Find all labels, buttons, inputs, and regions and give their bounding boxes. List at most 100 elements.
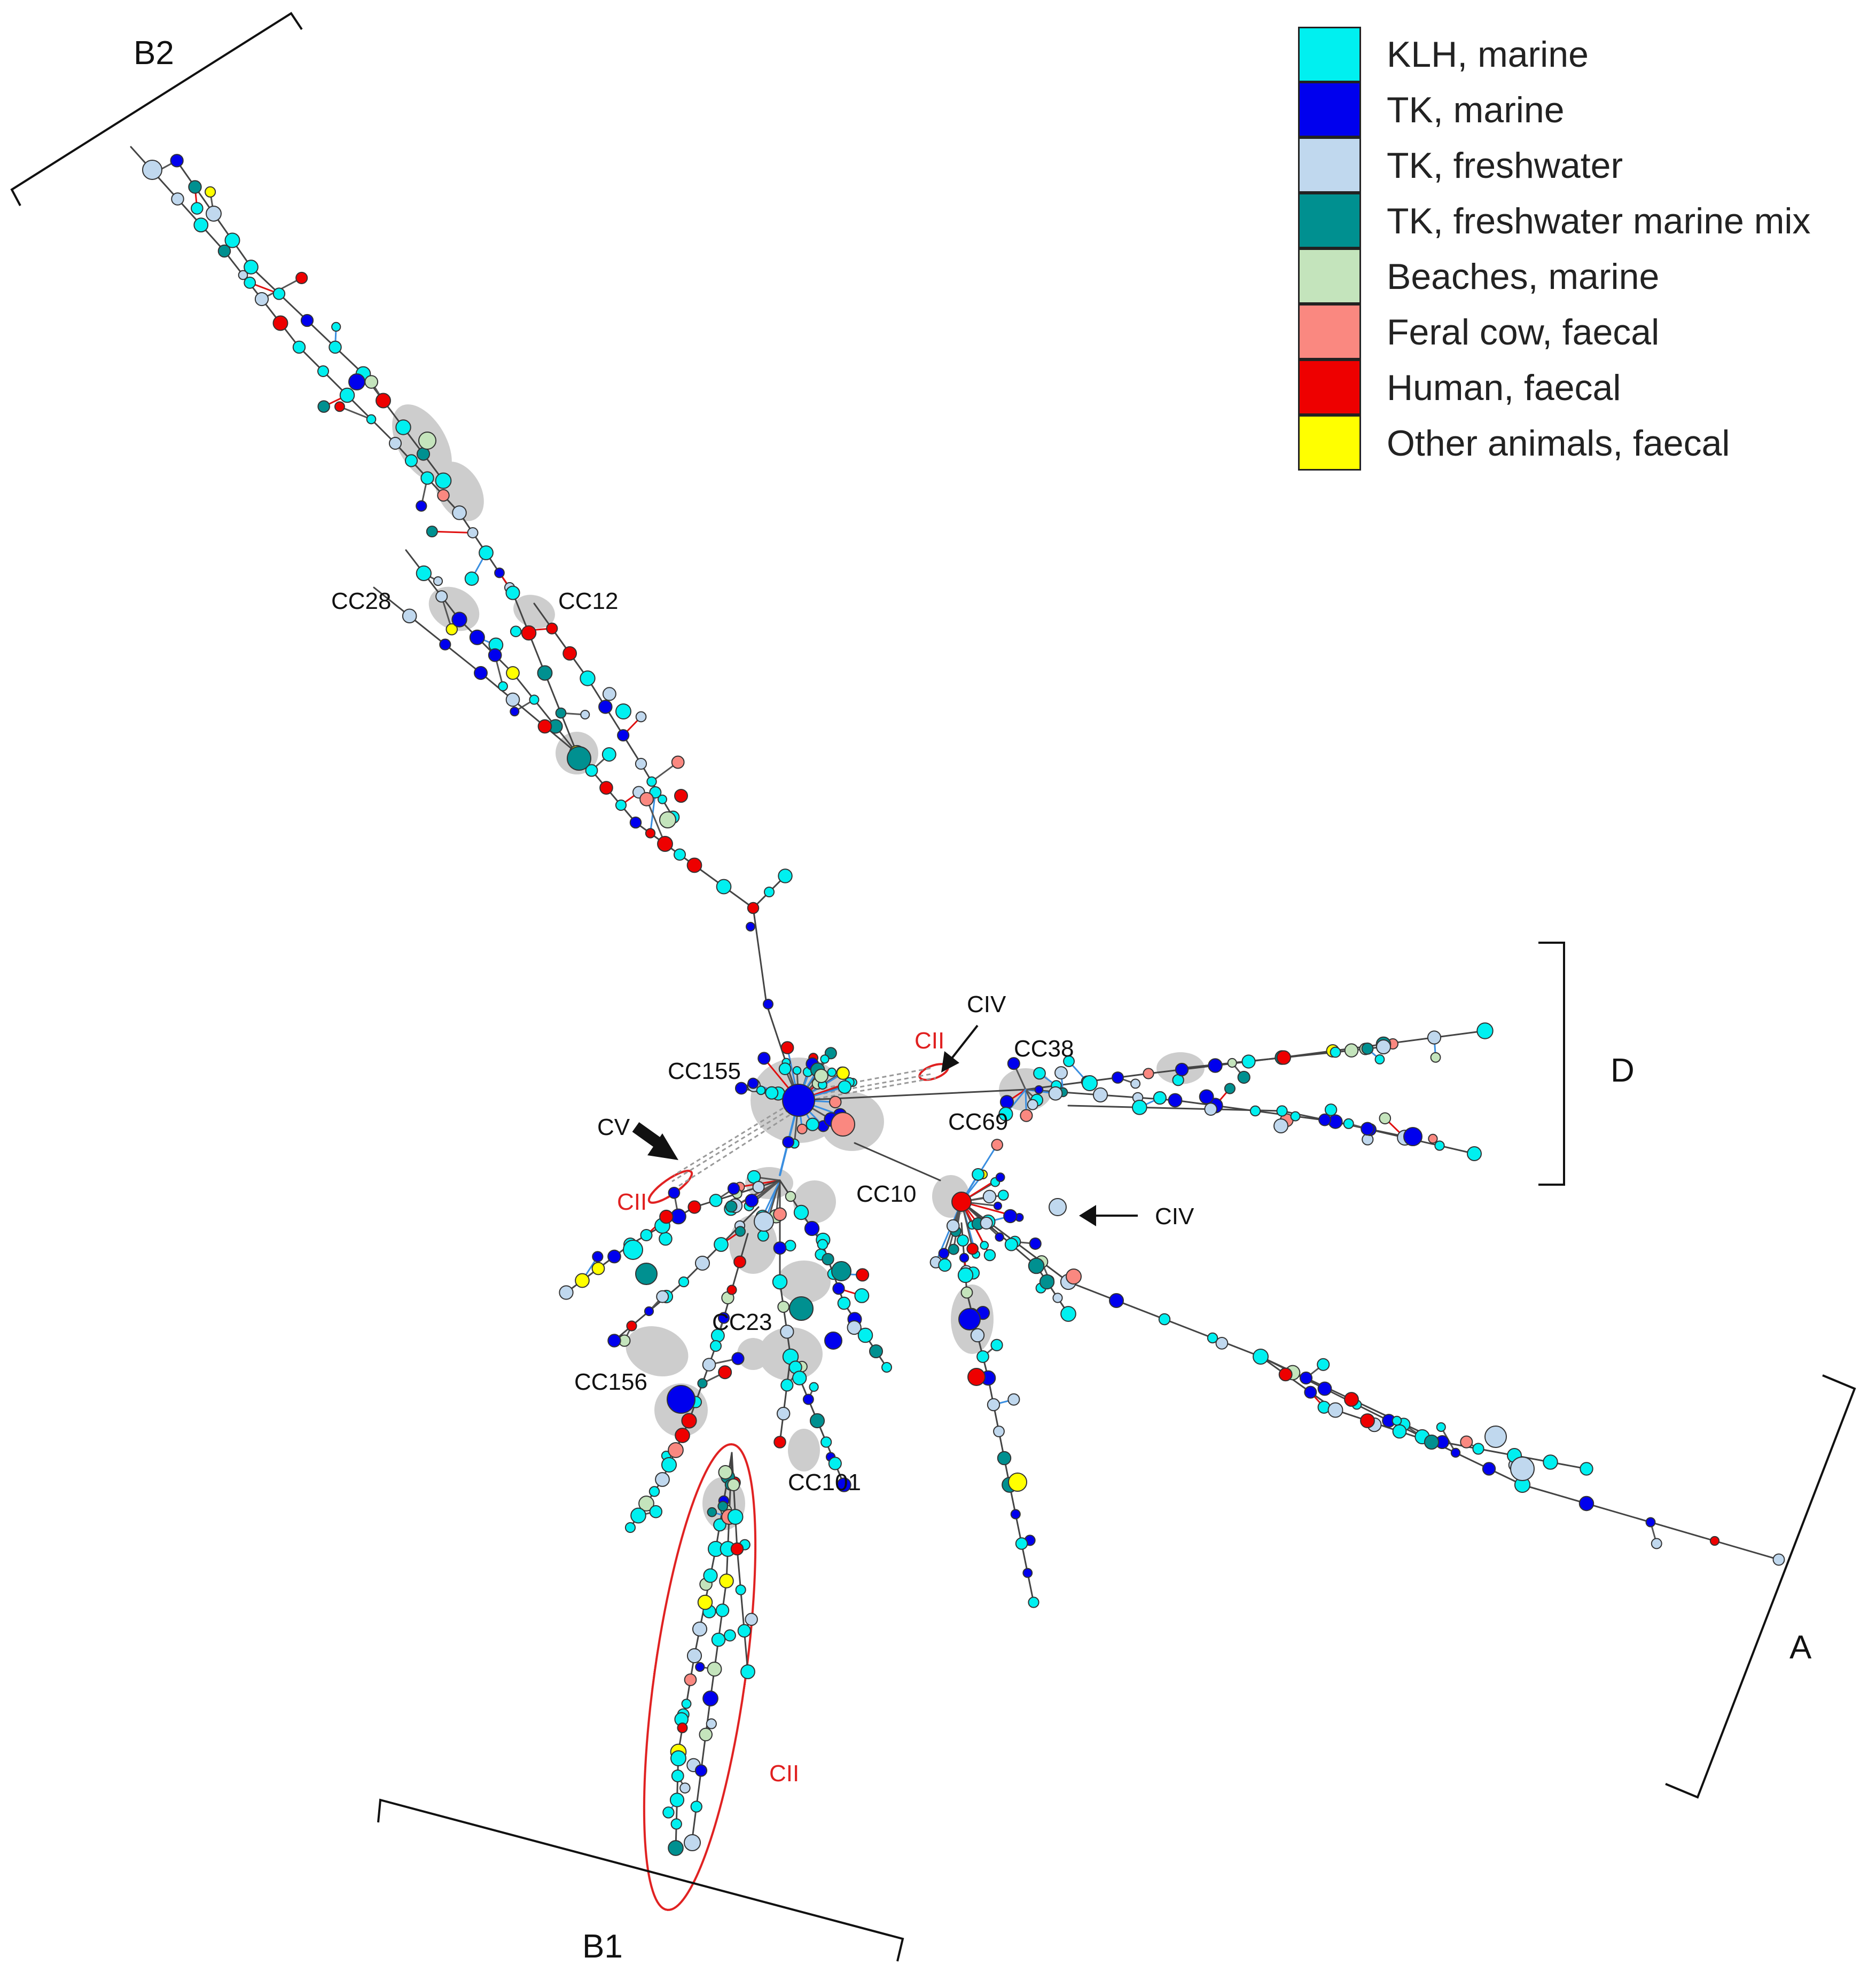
tree-node xyxy=(142,160,162,180)
tree-node xyxy=(1344,1392,1359,1407)
bracket-b2 xyxy=(10,12,303,206)
tree-node xyxy=(686,857,702,873)
arrow-civ-top xyxy=(947,1024,979,1064)
tree-node xyxy=(238,270,248,280)
cc-label-cc69: CC69 xyxy=(948,1109,1009,1135)
tree-node xyxy=(763,886,775,898)
tree-node xyxy=(713,1518,726,1532)
tree-node xyxy=(1543,1454,1558,1470)
tree-node xyxy=(601,747,616,762)
cc-halo xyxy=(626,1326,689,1377)
tree-node xyxy=(1482,1462,1496,1476)
tree-node xyxy=(1158,1313,1171,1326)
tree-node xyxy=(938,1258,952,1272)
tree-node xyxy=(822,1252,834,1266)
tree-node xyxy=(224,232,240,248)
tree-node xyxy=(730,1542,744,1556)
tree-node xyxy=(686,1648,702,1664)
tree-node xyxy=(439,638,451,651)
tree-node xyxy=(1237,1070,1250,1084)
tree-node xyxy=(435,590,448,603)
tree-node xyxy=(437,489,450,502)
tree-node xyxy=(649,1505,663,1518)
tree-node xyxy=(1022,1568,1033,1578)
tree-node xyxy=(599,781,613,795)
legend-item: TK, freshwater marine mix xyxy=(1298,192,1811,249)
tree-node xyxy=(467,527,479,539)
clade-label-cv: CV xyxy=(597,1114,630,1140)
legend-label: TK, freshwater xyxy=(1387,145,1623,186)
tree-node xyxy=(837,1296,851,1310)
tree-node xyxy=(780,1379,794,1392)
tree-edge xyxy=(512,672,578,754)
tree-node xyxy=(433,576,443,586)
cc-label-cc156: CC156 xyxy=(574,1369,647,1395)
tree-node xyxy=(740,1664,755,1679)
legend-swatch xyxy=(1298,27,1361,82)
tree-node xyxy=(958,1308,981,1330)
tree-node xyxy=(773,1241,787,1255)
tree-node xyxy=(959,1252,970,1263)
tree-node xyxy=(1324,1103,1338,1116)
tree-node xyxy=(668,1442,684,1458)
tree-node xyxy=(745,1193,759,1208)
tree-node xyxy=(702,1690,718,1706)
tree-node xyxy=(1344,1043,1359,1058)
legend-swatch xyxy=(1298,414,1361,471)
tree-node xyxy=(837,1477,851,1492)
legend-item: Other animals, faecal xyxy=(1298,414,1811,471)
tree-node xyxy=(1175,1062,1189,1077)
tree-node xyxy=(983,1249,996,1262)
tree-node xyxy=(1476,1022,1494,1039)
cc-halo xyxy=(788,1429,820,1471)
tree-node xyxy=(1318,1113,1331,1126)
tree-node xyxy=(1060,1306,1076,1322)
tree-edge xyxy=(533,602,589,679)
tree-node xyxy=(657,794,668,804)
tree-node xyxy=(999,1095,1014,1109)
arrow-civ-top-head xyxy=(941,1051,959,1072)
tree-node xyxy=(782,1084,815,1117)
arrow-cv xyxy=(632,1122,662,1148)
tree-node xyxy=(991,1139,1003,1151)
tree-node xyxy=(635,1263,658,1285)
tree-node xyxy=(972,1168,984,1181)
tree-node xyxy=(1008,1473,1027,1492)
tree-node xyxy=(602,687,616,701)
clade-label-cii-left: CII xyxy=(617,1189,647,1215)
cc-label-cc155: CC155 xyxy=(668,1058,741,1084)
tree-node xyxy=(272,287,286,300)
tree-node xyxy=(1645,1517,1656,1528)
bracket-b1 xyxy=(377,1798,904,1962)
tree-node xyxy=(1304,1385,1317,1399)
clade-label-civ-right: CIV xyxy=(1155,1203,1194,1230)
tree-node xyxy=(1130,1078,1141,1089)
tree-node xyxy=(592,1251,604,1263)
tree-node xyxy=(623,1240,643,1260)
tree-edge xyxy=(1067,1105,1283,1112)
tree-node xyxy=(494,567,505,578)
tree-node xyxy=(773,1207,787,1222)
tree-node xyxy=(435,472,452,489)
tree-node xyxy=(469,629,485,645)
tree-node xyxy=(681,1413,697,1429)
legend-item: Feral cow, faecal xyxy=(1298,303,1811,360)
tree-node xyxy=(1424,1434,1440,1450)
tree-edge xyxy=(431,530,474,534)
tree-node xyxy=(982,1189,997,1204)
tree-node xyxy=(1028,1596,1039,1608)
tree-node xyxy=(681,1698,692,1709)
tree-node xyxy=(980,1241,989,1250)
tree-node xyxy=(703,1568,718,1583)
tree-node xyxy=(747,1077,759,1089)
legend-swatch xyxy=(1298,137,1361,193)
phylogroup-label-a: A xyxy=(1789,1629,1812,1666)
tree-node xyxy=(670,1818,682,1830)
tree-node xyxy=(778,1062,792,1075)
tree-node xyxy=(784,1240,796,1252)
tree-node xyxy=(792,1371,807,1385)
cc-label-cc23: CC23 xyxy=(712,1309,772,1335)
tree-node xyxy=(1108,1293,1124,1309)
tree-node xyxy=(529,694,540,705)
tree-node xyxy=(690,1800,702,1813)
